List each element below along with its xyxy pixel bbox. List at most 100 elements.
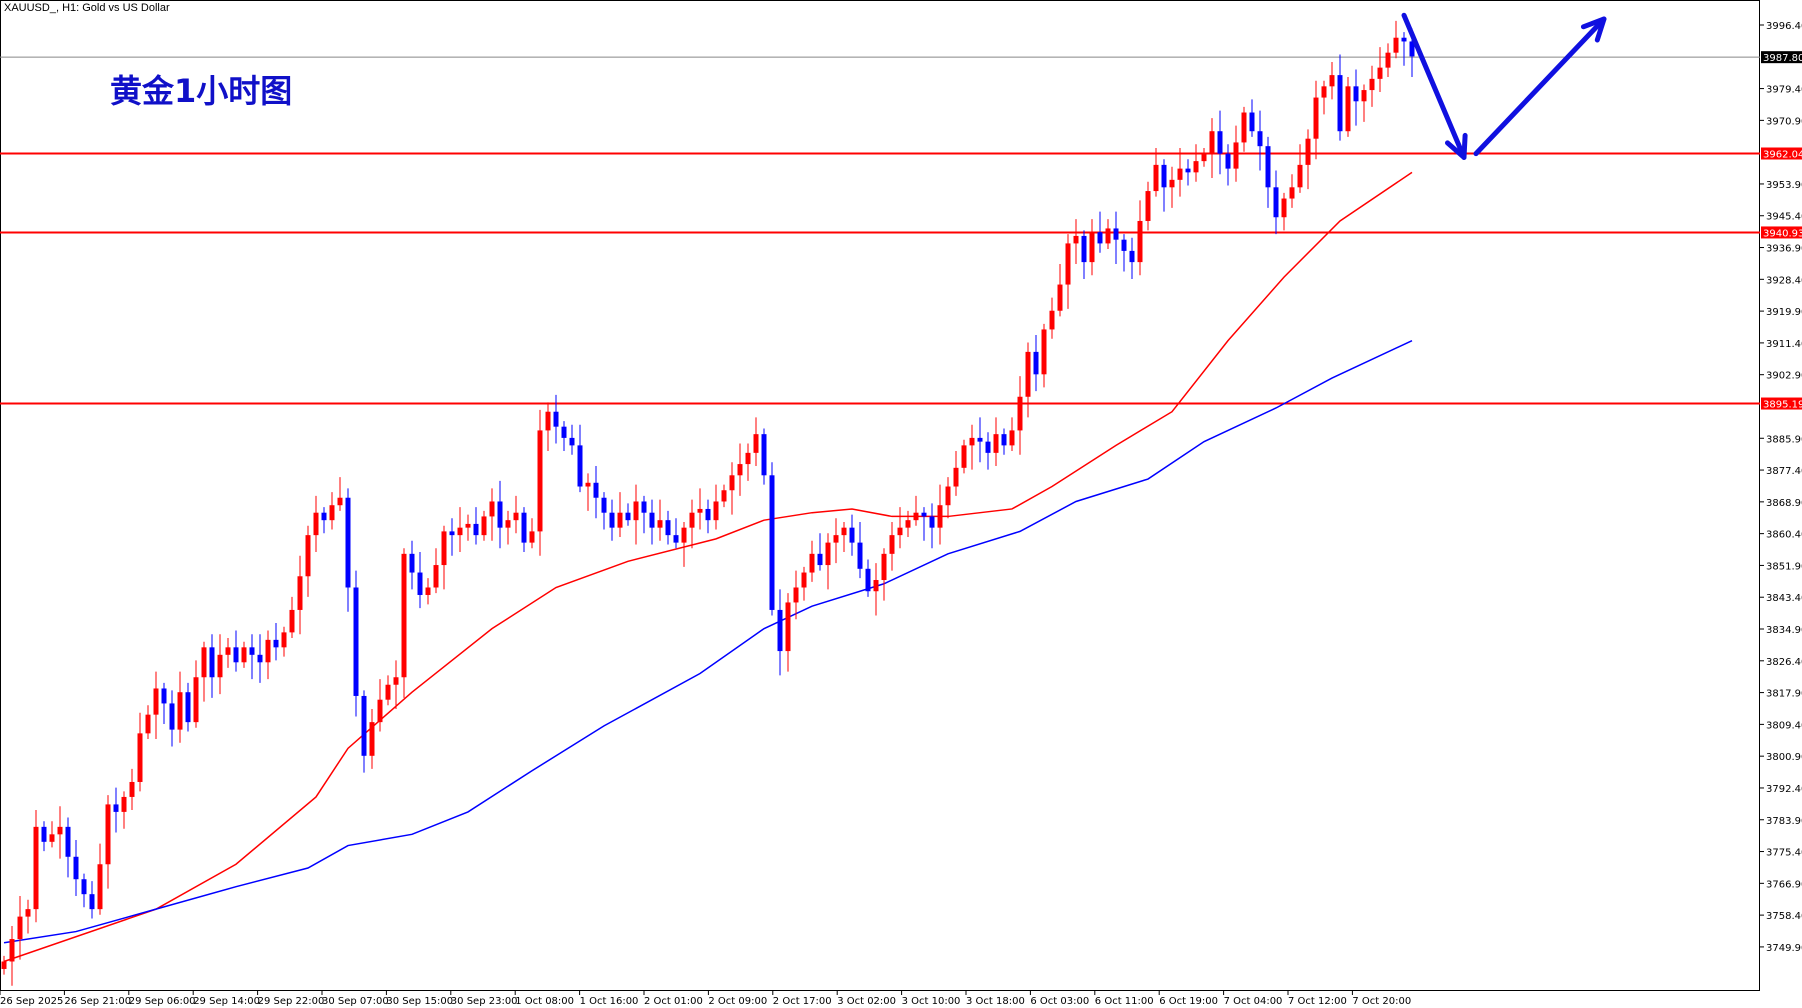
candle-body bbox=[473, 523, 479, 536]
candle-body bbox=[601, 497, 607, 513]
chart-title: XAUUSD_, H1: Gold vs US Dollar bbox=[4, 2, 170, 14]
candle-body bbox=[937, 505, 943, 528]
candle-body bbox=[1049, 310, 1055, 330]
candle-body bbox=[1305, 138, 1311, 165]
candle-body bbox=[889, 535, 895, 554]
candle-body bbox=[425, 587, 431, 595]
candle-body bbox=[1345, 86, 1351, 132]
candle-body bbox=[361, 695, 367, 756]
x-tick-label: 29 Sep 22:00 bbox=[258, 996, 325, 1007]
candle-body bbox=[641, 501, 647, 513]
candle-body bbox=[1265, 146, 1271, 188]
candle-body bbox=[145, 714, 151, 734]
x-tick-label: 30 Sep 23:00 bbox=[451, 996, 518, 1007]
candle-body bbox=[1249, 112, 1255, 132]
candle-body bbox=[841, 527, 847, 536]
y-tick-label: 3919.90 bbox=[1766, 307, 1802, 318]
candle-body bbox=[217, 654, 223, 678]
candle-body bbox=[553, 411, 559, 427]
candle-body bbox=[1185, 168, 1191, 173]
candle-body bbox=[1297, 164, 1303, 188]
candle-body bbox=[865, 568, 871, 592]
level-price-tag bbox=[1761, 226, 1802, 239]
candle-body bbox=[193, 677, 199, 723]
candle-body bbox=[1001, 434, 1007, 446]
trend-arrow-line bbox=[1473, 16, 1607, 157]
y-tick-label: 3749.90 bbox=[1766, 943, 1802, 954]
candle-body bbox=[33, 826, 39, 910]
x-tick-label: 2 Oct 01:00 bbox=[644, 996, 703, 1007]
candle-body bbox=[817, 553, 823, 566]
y-tick-label: 3843.40 bbox=[1766, 593, 1802, 604]
candle-body bbox=[345, 497, 351, 588]
x-tick-label: 3 Oct 10:00 bbox=[902, 996, 961, 1007]
candle-body bbox=[321, 512, 327, 521]
candle-body bbox=[489, 501, 495, 517]
y-tick-label: 3851.90 bbox=[1766, 561, 1802, 572]
candle-body bbox=[1065, 243, 1071, 285]
candle-body bbox=[1121, 239, 1127, 251]
level-price-label: 3962.04 bbox=[1763, 150, 1802, 161]
x-tick-label: 7 Oct 20:00 bbox=[1352, 996, 1411, 1007]
x-tick-label: 6 Oct 11:00 bbox=[1095, 996, 1154, 1007]
candle-body bbox=[697, 508, 703, 513]
candle-body bbox=[1273, 187, 1279, 218]
candle-body bbox=[257, 654, 263, 663]
candle-body bbox=[649, 512, 655, 528]
candle-body bbox=[1201, 153, 1207, 162]
candle-body bbox=[1113, 228, 1119, 240]
candle-body bbox=[721, 490, 727, 502]
candle-body bbox=[393, 677, 399, 685]
candle-body bbox=[89, 894, 95, 910]
candle-body bbox=[745, 452, 751, 465]
level-price-label: 3940.93 bbox=[1763, 228, 1802, 239]
candle-body bbox=[209, 647, 215, 678]
candle-body bbox=[617, 512, 623, 528]
candle-body bbox=[1, 961, 7, 969]
y-tick-label: 3775.40 bbox=[1766, 848, 1802, 859]
candle-body bbox=[793, 587, 799, 603]
candle-body bbox=[713, 501, 719, 521]
candle-body bbox=[241, 647, 247, 663]
candle-body bbox=[1409, 41, 1415, 57]
trend-arrowhead bbox=[1444, 132, 1468, 160]
chart-annotation-label: 黄金1小时图 bbox=[110, 72, 293, 110]
candle-body bbox=[265, 639, 271, 663]
candle-body bbox=[9, 939, 15, 962]
candle-body bbox=[1145, 191, 1151, 221]
candle-body bbox=[737, 464, 743, 476]
candle-body bbox=[273, 639, 279, 648]
candle-body bbox=[585, 482, 591, 487]
candle-body bbox=[1137, 220, 1143, 263]
x-tick-label: 7 Oct 04:00 bbox=[1224, 996, 1283, 1007]
candle-body bbox=[1377, 67, 1383, 79]
x-tick-label: 29 Sep 14:00 bbox=[193, 996, 260, 1007]
candle-body bbox=[113, 804, 119, 812]
candle-body bbox=[1097, 232, 1103, 244]
candle-body bbox=[1009, 430, 1015, 446]
x-tick-label: 2 Oct 09:00 bbox=[708, 996, 767, 1007]
candle-body bbox=[1089, 232, 1095, 263]
candle-body bbox=[801, 572, 807, 588]
candle-body bbox=[1153, 164, 1159, 192]
candle-body bbox=[1233, 142, 1239, 169]
y-tick-label: 3911.40 bbox=[1766, 339, 1802, 350]
candle-body bbox=[1073, 235, 1079, 244]
candle-body bbox=[121, 796, 127, 812]
candle-body bbox=[233, 647, 239, 663]
candle-body bbox=[569, 437, 575, 446]
candle-body bbox=[705, 508, 711, 521]
candle-body bbox=[1225, 153, 1231, 169]
candle-body bbox=[809, 553, 815, 573]
candle-body bbox=[1129, 250, 1135, 263]
candle-body bbox=[537, 430, 543, 532]
candle-body bbox=[449, 531, 455, 536]
candle-body bbox=[625, 512, 631, 521]
x-tick-label: 6 Oct 19:00 bbox=[1159, 996, 1218, 1007]
candle-body bbox=[49, 834, 55, 842]
candle-body bbox=[57, 826, 63, 835]
y-tick-label: 3996.40 bbox=[1766, 21, 1802, 32]
y-tick-label: 3885.90 bbox=[1766, 434, 1802, 445]
candle-body bbox=[577, 445, 583, 487]
